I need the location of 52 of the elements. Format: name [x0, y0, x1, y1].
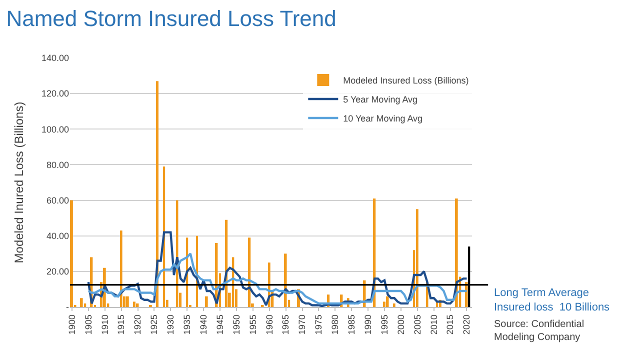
bar: [120, 230, 122, 307]
y-tick-label: 40.00: [46, 231, 69, 242]
y-tick-label: 20.00: [46, 266, 69, 277]
x-tick-label: 1995: [379, 314, 390, 335]
line-series: [87, 252, 468, 305]
chart-title: Named Storm Insured Loss Trend: [6, 6, 336, 31]
x-tick-label: 1915: [116, 314, 126, 335]
legend-label: 10 Year Moving Avg: [343, 113, 423, 124]
legend-label: Modeled Insured Loss (Billions): [343, 75, 469, 86]
x-tick-label: 2015: [445, 314, 456, 335]
x-tick-label: 1970: [297, 314, 308, 335]
x-tick-label: 1965: [280, 314, 291, 335]
y-tick-label: -: [66, 302, 69, 312]
x-tick-label: 1910: [100, 314, 110, 335]
bar: [126, 296, 129, 307]
y-tick-label: 140.00: [41, 53, 69, 64]
x-tick-label: 1930: [166, 314, 176, 335]
y-axis-title: Modeled Inured Loss (Billions): [12, 102, 26, 264]
x-tick-label: 1990: [362, 314, 373, 335]
y-tick-label: 80.00: [46, 160, 69, 170]
legend-label: 5 Year Moving Avg: [343, 94, 418, 104]
x-tick-label: 1960: [264, 314, 274, 335]
source-note: Source: Confidential Modeling Company: [494, 319, 584, 343]
x-tick-label: 1940: [198, 314, 208, 335]
bar: [386, 296, 389, 307]
bar: [133, 302, 136, 307]
x-tick-label: 1905: [83, 314, 94, 335]
bar: [393, 303, 396, 307]
y-tick-label: 60.00: [46, 195, 69, 206]
x-tick-label: 1945: [214, 314, 225, 335]
bar: [80, 298, 83, 307]
x-tick-label: 1950: [231, 314, 242, 335]
bar: [416, 209, 418, 307]
x-tick-label: 2010: [428, 314, 439, 335]
x-tick-label: 1955: [248, 314, 258, 335]
x-tick-label: 2020: [462, 314, 472, 335]
bar: [205, 296, 208, 307]
line-series: [87, 231, 468, 307]
x-tick-label: 1935: [182, 314, 192, 335]
x-tick-label: 1985: [346, 314, 357, 335]
x-tick-label: 2000: [396, 314, 406, 335]
y-tick-label: 100.00: [41, 124, 69, 134]
x-tick-label: 1925: [149, 314, 160, 335]
ref-line-label: Long Term Average Insured loss 10 Billions: [494, 287, 610, 314]
bar: [136, 303, 139, 307]
x-tick-label: 1920: [132, 314, 143, 335]
y-tick-label: 120.00: [41, 88, 69, 99]
bar: [70, 200, 73, 307]
x-tick-label: 2005: [412, 314, 422, 335]
x-tick-label: 1975: [314, 314, 324, 335]
x-tick-label: 1980: [330, 314, 340, 335]
x-tick-label: 1900: [66, 314, 77, 335]
